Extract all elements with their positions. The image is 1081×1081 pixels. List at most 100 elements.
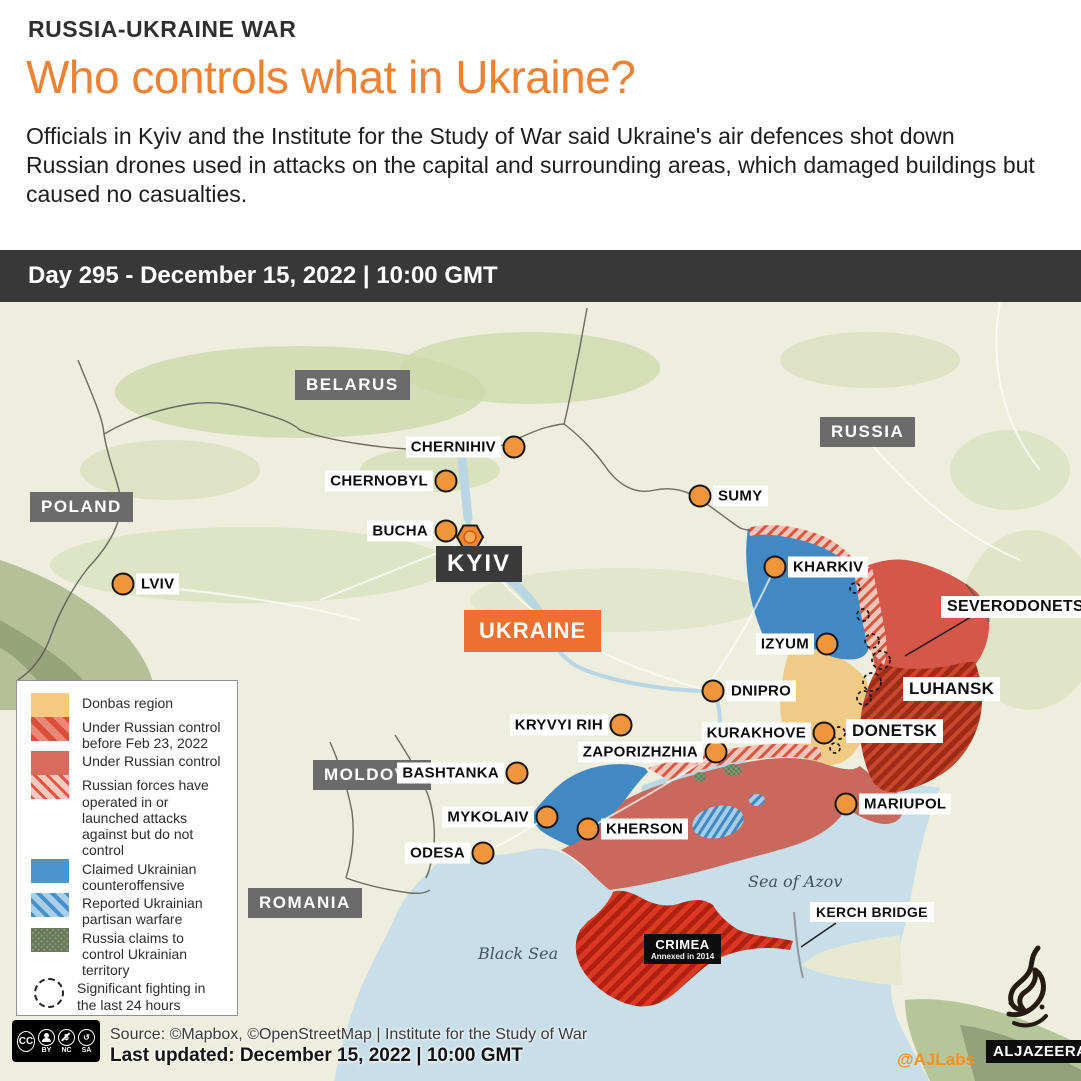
city-label: DNIPRO (726, 680, 797, 702)
region-label-luhansk: LUHANSK (903, 677, 1001, 701)
legend-label: Claimed Ukrainian counteroffensive (82, 860, 197, 893)
legend-item-partisan: Reported Ukrainian partisan warfare (31, 893, 225, 927)
sea-label-azov: Sea of Azov (748, 872, 843, 891)
city-label: ZAPORIZHZHIA (577, 741, 703, 763)
crimea-label: CRIMEA Annexed in 2014 (644, 934, 722, 964)
country-label-belarus: BELARUS (295, 370, 410, 400)
city-label: CHERNOBYL (325, 470, 433, 492)
region-attacks-kharkiv-border (748, 525, 856, 566)
city-label: SUMY (713, 485, 768, 507)
city-dot (609, 713, 633, 737)
legend-item-russian-control: Under Russian control (31, 751, 225, 776)
pointer-lines (800, 616, 972, 948)
city-label: CHERNIHIV (405, 436, 501, 458)
aljazeera-wordmark: ALJAZEERA (986, 1040, 1081, 1063)
cc-by-icon (38, 1028, 55, 1046)
cc-sa: ↺ SA (78, 1028, 95, 1054)
city-label: LVIV (136, 573, 180, 595)
date-bar: Day 295 - December 15, 2022 | 10:00 GMT (0, 250, 1081, 302)
region-partisan (692, 794, 765, 839)
region-label-severodonetsk: SEVERODONETSK (941, 596, 1081, 618)
date-bar-text: Day 295 - December 15, 2022 | 10:00 GMT (28, 262, 498, 289)
legend-label: Under Russian control before Feb 23, 202… (82, 719, 221, 752)
legend-swatch-dashed-circle (34, 978, 64, 1009)
kicker: RUSSIA-UKRAINE WAR (28, 16, 297, 42)
region-label-donetsk: DONETSK (846, 719, 944, 743)
source-line: Source: ©Mapbox, ©OpenStreetMap | Instit… (110, 1026, 588, 1043)
legend-label: Significant fighting in the last 24 hour… (77, 980, 206, 1013)
last-updated-line: Last updated: December 15, 2022 | 10:00 … (110, 1045, 523, 1066)
capital-label-kyiv: KYIV (436, 546, 523, 582)
city-dot (434, 469, 458, 493)
city-label: MARIUPOL (859, 793, 952, 815)
city-dot (576, 817, 600, 841)
city-dot (812, 721, 836, 745)
kerch-bridge-line (793, 911, 804, 979)
city-dot (505, 761, 529, 785)
legend: Donbas region Under Russian control befo… (16, 680, 238, 1016)
city-label: KURAKHOVE (701, 722, 811, 744)
legend-item-counteroffensive: Claimed Ukrainian counteroffensive (31, 858, 225, 893)
cc-license-badge: CC BY $ NC ↺ SA (12, 1020, 100, 1062)
region-label-kerch-bridge: KERCH BRIDGE (810, 902, 934, 922)
city-dot (834, 792, 858, 816)
legend-label: Russia claims to control Ukrainian terri… (82, 929, 188, 979)
city-dot (763, 555, 787, 579)
ajlabs-credit: @AJLabs (897, 1050, 975, 1069)
legend-swatch-hatch-red (31, 717, 69, 741)
country-label-romania: ROMANIA (248, 888, 362, 918)
city-dot (535, 805, 559, 829)
crimea-note: Annexed in 2014 (651, 952, 715, 961)
legend-swatch-blue (31, 858, 69, 883)
city-dot (688, 484, 712, 508)
legend-item-donbas: Donbas region (31, 693, 225, 717)
cc-icon: CC (17, 1030, 35, 1052)
city-dot (471, 841, 495, 865)
legend-label: Donbas region (82, 695, 174, 711)
city-dot (704, 740, 728, 764)
crimea-name: CRIMEA (655, 937, 710, 952)
taman-peninsula (802, 935, 902, 985)
cc-sa-icon: ↺ (78, 1028, 95, 1046)
legend-label: Reported Ukrainian partisan warfare (82, 895, 203, 928)
cc-nc-icon: $ (58, 1028, 75, 1046)
city-label: MYKOLAIV (442, 806, 534, 828)
city-label: KRYVYI RIH (509, 714, 608, 736)
legend-swatch-tan (31, 693, 69, 717)
legend-label: Russian forces have operated in or launc… (82, 777, 209, 859)
legend-swatch-hatch-blue (31, 893, 69, 918)
description: Officials in Kyiv and the Institute for … (26, 123, 1035, 208)
city-dot (502, 435, 526, 459)
region-russian-control-luhansk (858, 559, 990, 698)
city-dot (111, 572, 135, 596)
cc-by: BY (38, 1028, 55, 1054)
city-label: BASHTANKA (397, 762, 504, 784)
sea-label-black-sea: Black Sea (478, 944, 559, 963)
region-counteroffensive-kherson (530, 764, 648, 846)
city-dot (815, 632, 839, 656)
country-label-poland: POLAND (30, 492, 133, 522)
legend-swatch-green (31, 927, 69, 952)
city-label: ODESA (405, 842, 470, 864)
aljazeera-logo-icon (998, 944, 1056, 1041)
city-label: KHARKIV (788, 556, 869, 578)
fighting-circles (829, 582, 891, 754)
city-label: KHERSON (601, 818, 689, 840)
city-label: IZYUM (755, 633, 814, 655)
city-dot (701, 679, 725, 703)
legend-swatch-hatch-pink (31, 775, 69, 800)
city-label: BUCHA (367, 520, 433, 542)
legend-label: Under Russian control (82, 753, 221, 770)
legend-swatch-red (31, 751, 69, 776)
legend-item-fighting: Significant fighting in the last 24 hour… (31, 978, 225, 1013)
page-title: Who controls what in Ukraine? (26, 51, 636, 103)
legend-item-attacks: Russian forces have operated in or launc… (31, 775, 225, 858)
city-dot (434, 519, 458, 543)
region-attacks-south-strip (648, 743, 822, 780)
country-label-ukraine: UKRAINE (464, 610, 602, 652)
legend-item-pre-feb23: Under Russian control before Feb 23, 202… (31, 717, 225, 751)
cc-nc: $ NC (58, 1028, 75, 1054)
legend-item-claims: Russia claims to control Ukrainian terri… (31, 927, 225, 979)
country-label-russia: RUSSIA (820, 417, 916, 447)
